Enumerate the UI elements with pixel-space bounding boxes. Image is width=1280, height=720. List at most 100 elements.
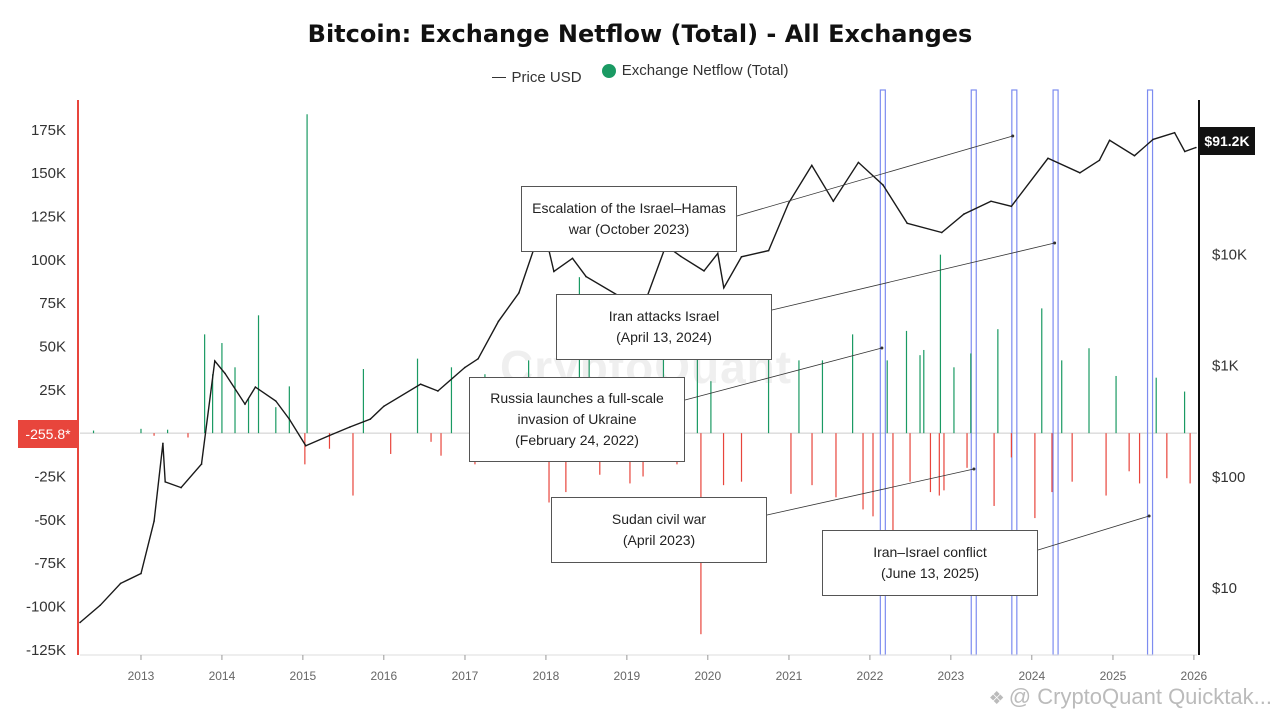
price-point xyxy=(164,481,166,483)
price-point xyxy=(1047,157,1049,160)
x-tick-label: 2018 xyxy=(533,669,560,683)
netflow-bar xyxy=(929,433,932,493)
price-point xyxy=(787,202,790,204)
x-tick-label: 2024 xyxy=(1018,669,1045,683)
price-point xyxy=(254,386,257,388)
netflow-bar xyxy=(923,349,925,434)
netflow-bar xyxy=(970,353,972,434)
netflow-bar xyxy=(939,254,942,434)
x-tick-label: 2025 xyxy=(1100,669,1127,683)
price-point xyxy=(244,403,246,405)
chart-legend: Price USD Exchange Netflow (Total) xyxy=(0,62,1280,86)
netflow-bar xyxy=(450,367,453,434)
netflow-bar xyxy=(257,315,260,434)
netflow-bar xyxy=(710,381,712,434)
netflow-bar xyxy=(548,433,550,503)
x-tick-label: 2015 xyxy=(290,669,317,683)
highlight-band xyxy=(1146,89,1154,656)
y-right-tick-label: $10K xyxy=(1212,246,1247,263)
netflow-bar xyxy=(140,428,142,434)
annotation-text: Sudan civil war (April 2023) xyxy=(612,509,706,551)
annotation-leader xyxy=(684,347,882,401)
netflow-bar xyxy=(790,433,792,494)
price-point xyxy=(1195,146,1197,149)
price-point xyxy=(1173,131,1176,134)
y-left-tick-label: 75K xyxy=(39,295,66,312)
price-point xyxy=(200,463,203,465)
y-left-tick-label: 175K xyxy=(31,122,66,139)
y-left-tick-label: 150K xyxy=(31,165,66,182)
x-tick-label: 2017 xyxy=(452,669,479,683)
price-point xyxy=(99,604,101,607)
price-point xyxy=(990,200,992,203)
y-left-tick-label: -100K xyxy=(26,598,66,615)
legend-item-netflow[interactable]: Exchange Netflow (Total) xyxy=(601,62,788,79)
legend-label-price: Price USD xyxy=(511,68,582,86)
annotation-leader-tip xyxy=(880,346,884,350)
annotation-leader xyxy=(736,135,1013,217)
netflow-bar xyxy=(909,433,911,482)
netflow-bar xyxy=(153,433,155,436)
price-point xyxy=(906,222,908,225)
annotation-line: Russia launches a full-scale xyxy=(490,390,664,406)
price-point xyxy=(349,426,351,428)
highlight-band xyxy=(1052,89,1059,656)
netflow-bar xyxy=(221,343,223,434)
netflow-bar xyxy=(696,337,698,434)
price-point xyxy=(767,249,770,252)
netflow-bar xyxy=(821,360,824,434)
annotation-leader-tip xyxy=(1011,134,1015,138)
x-tick-label: 2021 xyxy=(776,669,803,683)
source-text: @ CryptoQuant Quicktak... xyxy=(1008,684,1272,709)
annotation-line: (April 2023) xyxy=(622,532,696,548)
netflow-bar xyxy=(892,433,894,536)
price-point xyxy=(119,582,122,585)
netflow-bar xyxy=(166,429,169,434)
annotation-text: Iran–Israel conflict (June 13, 2025) xyxy=(873,542,987,584)
netflow-bar xyxy=(1166,433,1168,479)
price-current-badge: $91.2K xyxy=(1199,127,1255,155)
price-point xyxy=(811,164,813,167)
annotation-leader-tip xyxy=(1053,241,1057,245)
netflow-bar xyxy=(1105,433,1107,496)
annotation-leader xyxy=(771,242,1055,311)
price-point xyxy=(1098,159,1101,162)
x-tick-label: 2022 xyxy=(857,669,884,683)
price-point xyxy=(1133,154,1136,157)
price-point xyxy=(940,231,943,234)
annotation-leader-tip xyxy=(1147,514,1151,518)
y-left-tick-label: -50K xyxy=(34,512,66,529)
axes: 175K 150K 125K 100K 75K 50K 25K -25K -50K -75K -10… xyxy=(26,100,1247,683)
price-point xyxy=(180,486,182,489)
netflow-bar xyxy=(92,430,95,434)
netflow-bar xyxy=(362,369,365,434)
source-credit: ❖ @ CryptoQuant Quicktak... xyxy=(989,684,1272,710)
netflow-bar xyxy=(835,433,837,498)
netflow-bar xyxy=(328,433,331,449)
price-point xyxy=(437,390,439,392)
netflow-bar xyxy=(234,367,236,434)
y-left-tick-label: 25K xyxy=(39,382,66,399)
annotation-box: Escalation of the Israel–Hamas war (Octob… xyxy=(521,186,737,252)
annotation-box: Sudan civil war (April 2023) xyxy=(551,497,767,563)
netflow-bar xyxy=(1010,433,1012,458)
netflow-bar xyxy=(247,398,250,434)
netflow-bar xyxy=(862,433,864,510)
x-tick-label: 2016 xyxy=(370,669,397,683)
price-point xyxy=(963,213,965,215)
annotation-leader-tip xyxy=(972,467,976,471)
netflow-bar xyxy=(390,433,392,454)
netflow-bar xyxy=(187,433,189,438)
netflow-bar xyxy=(938,433,940,496)
netflow-bar xyxy=(1034,433,1036,519)
netflow-bar xyxy=(1041,308,1043,434)
netflow-bar xyxy=(288,386,290,434)
annotation-line: (June 13, 2025) xyxy=(880,565,980,581)
price-point xyxy=(162,442,164,445)
legend-item-price[interactable]: Price USD xyxy=(491,68,582,86)
price-point xyxy=(703,270,705,272)
annotation-line: Escalation of the Israel–Hamas xyxy=(532,200,726,216)
annotation-text: Iran attacks Israel (April 13, 2024) xyxy=(609,306,720,348)
netflow-bar xyxy=(1115,375,1117,434)
